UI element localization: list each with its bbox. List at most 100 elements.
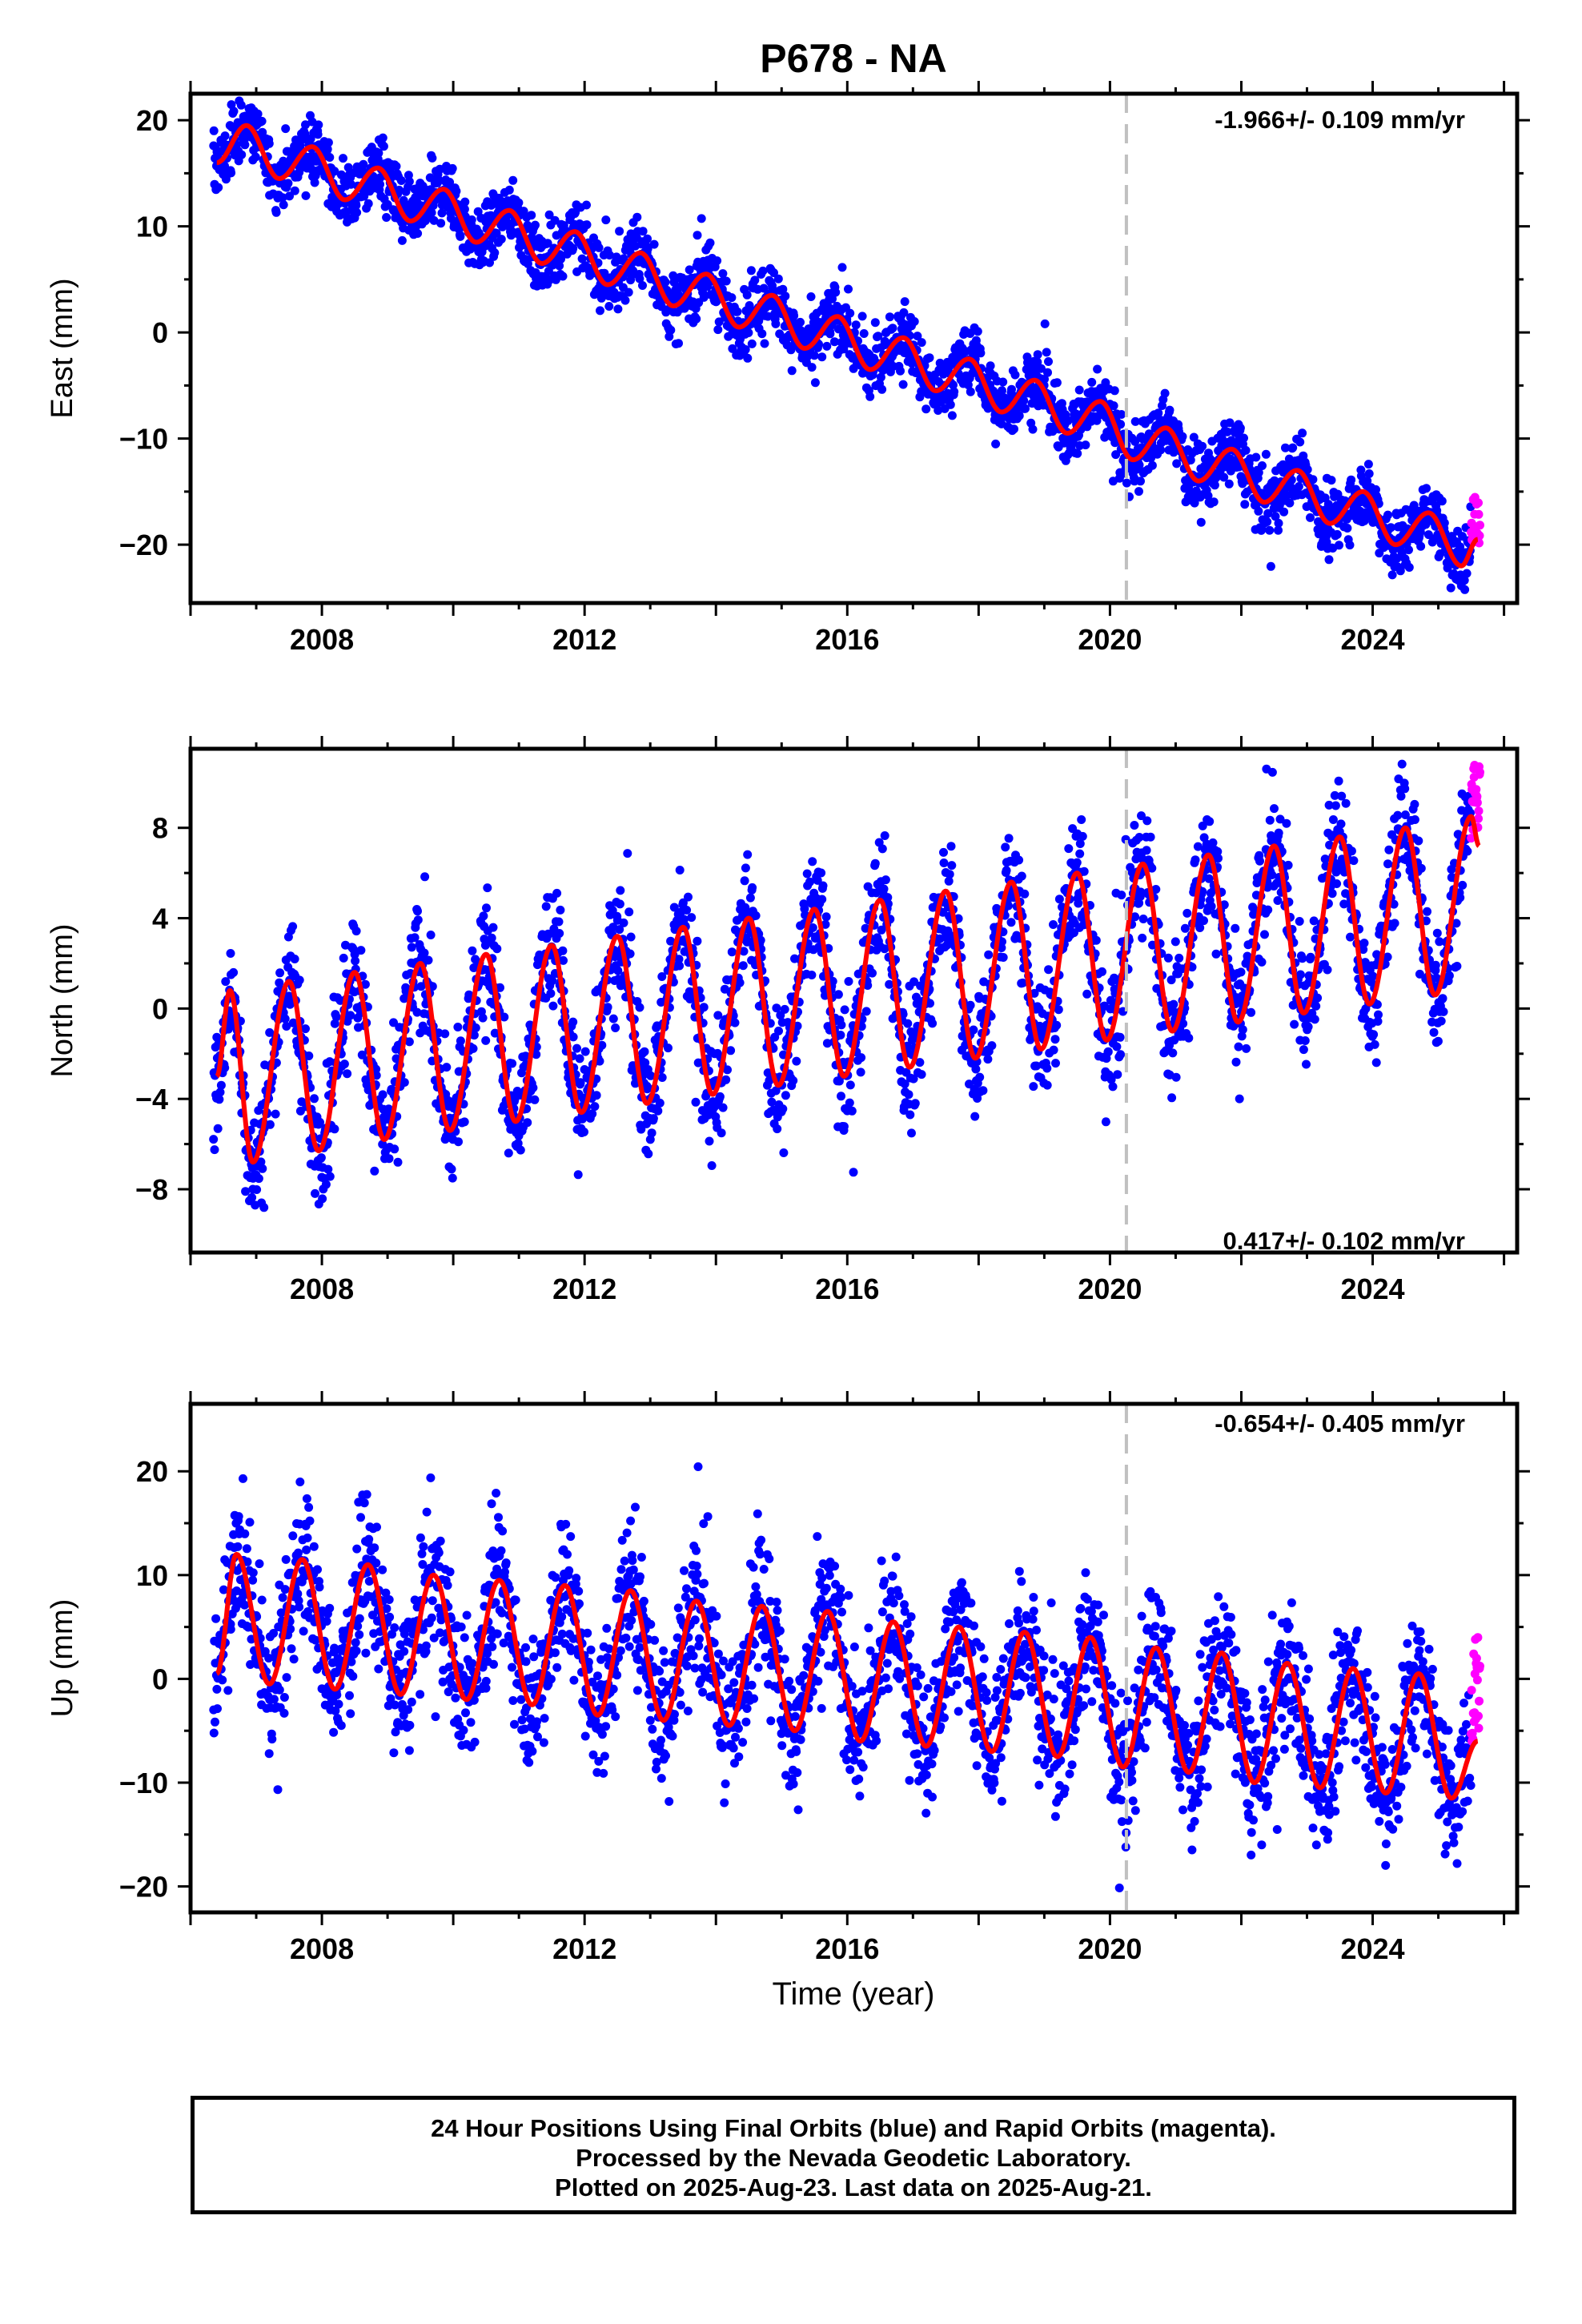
final-orbit-point: [789, 311, 799, 320]
final-orbit-point: [467, 215, 476, 224]
final-orbit-point: [605, 251, 614, 260]
final-orbit-point: [970, 1112, 980, 1121]
final-orbit-point: [427, 208, 436, 218]
final-orbit-point: [504, 185, 514, 195]
final-orbit-point: [359, 191, 369, 201]
final-orbit-point: [395, 185, 404, 195]
final-orbit-point: [331, 1012, 341, 1022]
final-orbit-point: [1234, 1042, 1243, 1051]
final-orbit-point: [825, 329, 835, 339]
final-orbit-point: [1082, 989, 1092, 999]
final-orbit-point: [898, 380, 908, 389]
final-orbit-point: [1052, 378, 1062, 388]
final-orbit-point: [727, 947, 737, 957]
final-orbit-point: [1042, 1063, 1052, 1073]
final-orbit-point: [310, 1094, 319, 1104]
final-orbit-point: [1295, 970, 1305, 979]
final-orbit-point: [741, 863, 750, 873]
final-orbit-point: [240, 140, 250, 150]
final-orbit-point: [984, 950, 994, 959]
final-orbit-point: [1171, 1072, 1181, 1082]
final-orbit-point: [978, 1086, 988, 1096]
final-orbit-point: [1010, 370, 1020, 380]
final-orbit-point: [378, 1090, 387, 1100]
final-orbit-point: [1103, 1047, 1113, 1056]
final-orbit-point: [624, 907, 634, 917]
final-orbit-point: [527, 211, 536, 220]
final-orbit-point: [1054, 895, 1064, 904]
final-orbit-point: [733, 307, 742, 316]
final-orbit-point: [822, 341, 832, 351]
final-orbit-point: [1043, 368, 1052, 377]
final-orbit-point: [572, 1043, 581, 1053]
final-orbit-point: [644, 1149, 653, 1159]
final-orbit-point: [1300, 1036, 1310, 1045]
final-orbit-point: [845, 1080, 855, 1090]
final-orbit-point: [552, 888, 562, 898]
final-orbit-point: [1093, 364, 1102, 374]
final-orbit-point: [939, 847, 948, 857]
final-orbit-point: [316, 1153, 326, 1163]
final-orbit-point: [1205, 817, 1215, 826]
final-orbit-point: [1235, 1094, 1244, 1104]
final-orbit-point: [1033, 350, 1042, 360]
final-orbit-point: [773, 274, 783, 283]
final-orbit-point: [1273, 896, 1283, 905]
final-orbit-point: [1049, 920, 1058, 929]
final-orbit-point: [1006, 918, 1016, 927]
final-orbit-point: [638, 227, 648, 236]
final-orbit-point: [1306, 952, 1315, 962]
final-orbit-point: [209, 1135, 219, 1144]
final-orbit-point: [1112, 1042, 1122, 1051]
final-orbit-point: [870, 858, 880, 868]
final-orbit-point: [1446, 583, 1456, 593]
final-orbit-point: [888, 324, 897, 333]
final-orbit-point: [339, 154, 347, 163]
final-orbit-point: [396, 176, 406, 185]
final-orbit-point: [747, 339, 757, 348]
final-orbit-point: [1130, 821, 1139, 830]
final-orbit-point: [1242, 1043, 1251, 1053]
final-orbit-point: [714, 317, 724, 327]
final-orbit-point: [699, 292, 709, 302]
final-orbit-point: [590, 1102, 600, 1112]
final-orbit-point: [1294, 482, 1303, 491]
final-orbit-point: [998, 953, 1008, 962]
final-orbit-point: [375, 173, 385, 183]
final-orbit-point: [582, 220, 592, 230]
final-orbit-point: [1087, 377, 1097, 387]
final-orbit-point: [623, 849, 632, 858]
final-orbit-point: [899, 308, 909, 317]
y-tick-label: −10: [119, 423, 168, 456]
final-orbit-point: [330, 167, 339, 176]
final-orbit-point: [254, 1174, 263, 1184]
final-orbit-point: [280, 1014, 290, 1023]
final-orbit-point: [488, 923, 498, 932]
final-orbit-point: [323, 138, 333, 147]
final-orbit-point: [707, 1161, 717, 1170]
final-orbit-point: [946, 842, 956, 851]
final-orbit-point: [378, 133, 387, 143]
final-orbit-point: [1064, 844, 1074, 854]
final-orbit-point: [226, 949, 235, 958]
final-orbit-point: [351, 956, 360, 966]
final-orbit-point: [705, 1136, 714, 1146]
final-orbit-point: [1207, 902, 1216, 911]
final-orbit-point: [1288, 443, 1298, 452]
final-orbit-point: [1054, 1005, 1063, 1015]
final-orbit-point: [1019, 396, 1029, 405]
final-orbit-point: [1014, 411, 1024, 420]
final-orbit-point: [227, 168, 236, 178]
final-orbit-point: [363, 199, 373, 208]
final-orbit-point: [550, 215, 560, 225]
final-orbit-point: [1044, 357, 1053, 366]
final-orbit-point: [745, 893, 755, 903]
final-orbit-point: [580, 1047, 590, 1056]
final-orbit-point: [1347, 475, 1356, 485]
final-orbit-point: [881, 875, 890, 885]
final-orbit-point: [1211, 949, 1221, 959]
y-axis-label: East (mm): [46, 278, 79, 418]
final-orbit-point: [750, 275, 760, 285]
final-orbit-point: [1224, 479, 1234, 489]
final-orbit-point: [1235, 424, 1245, 432]
